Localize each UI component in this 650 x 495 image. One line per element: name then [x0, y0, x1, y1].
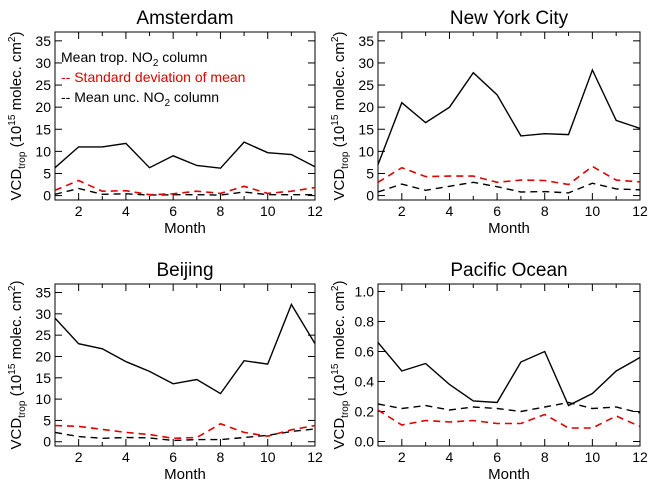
y-tick-label: 5 — [366, 165, 374, 181]
plot-frame — [54, 31, 316, 201]
y-axis-label: VCDtrop (1015 molec. cm2) — [330, 32, 351, 201]
chart-panel-2: New York City 2 4 6 8 10 12 0 5 10 15 20 25 30 35 Month… — [330, 8, 648, 237]
series-line-std-dev — [378, 165, 640, 186]
y-tick-label: 10 — [35, 143, 51, 159]
series-line-std-dev — [378, 409, 640, 429]
y-tick-label: 0.4 — [355, 374, 375, 390]
plot-frame — [377, 283, 641, 447]
y-axis-label: VCDtrop (1015 molec. cm2) — [7, 32, 28, 201]
x-tick-label: 6 — [493, 449, 501, 465]
y-tick-label: 20 — [35, 99, 51, 115]
legend-entry: -- Standard deviation of mean — [61, 69, 245, 85]
chart-title: Beijing — [156, 260, 213, 281]
chart-title: New York City — [450, 8, 569, 29]
legend-entry: Mean trop. NO2 column — [61, 49, 207, 69]
chart-panel-1: Amsterdam 2 4 6 8 10 12 0 5 10 15 20 25 30 35 Month VCDt… — [7, 8, 323, 237]
y-tick-label: 25 — [35, 77, 51, 93]
x-tick-label: 12 — [632, 203, 648, 219]
x-tick-label: 10 — [585, 203, 601, 219]
x-tick-label: 12 — [632, 449, 648, 465]
y-tick-label: 5 — [43, 165, 51, 181]
y-tick-label: 35 — [35, 33, 51, 49]
series-line-mean-trop — [55, 302, 315, 395]
legend: Mean trop. NO2 column-- Standard deviati… — [61, 49, 245, 109]
y-tick-label: 35 — [35, 285, 51, 301]
x-tick-label: 4 — [446, 449, 454, 465]
y-tick-label: 30 — [35, 55, 51, 71]
series-line-mean-unc — [55, 187, 315, 196]
chart-title: Amsterdam — [136, 8, 233, 29]
y-tick-label: 0.2 — [355, 404, 375, 420]
x-tick-label: 2 — [398, 449, 406, 465]
y-tick-label: 0 — [366, 188, 374, 204]
y-tick-label: 30 — [35, 306, 51, 322]
series-line-mean-unc — [378, 401, 640, 414]
y-tick-label: 35 — [358, 33, 374, 49]
y-tick-label: 0.8 — [355, 314, 375, 330]
x-tick-label: 2 — [75, 203, 83, 219]
x-tick-label: 8 — [541, 203, 549, 219]
y-tick-label: 0.6 — [355, 344, 375, 360]
y-tick-label: 15 — [35, 121, 51, 137]
x-tick-label: 4 — [122, 449, 130, 465]
x-axis-label: Month — [488, 466, 530, 483]
y-tick-label: 0 — [43, 188, 51, 204]
x-tick-label: 4 — [446, 203, 454, 219]
x-axis-label: Month — [488, 220, 530, 237]
x-tick-label: 6 — [169, 449, 177, 465]
y-tick-label: 30 — [358, 55, 374, 71]
y-tick-label: 10 — [358, 143, 374, 159]
chart-title: Pacific Ocean — [450, 260, 567, 281]
x-tick-label: 6 — [493, 203, 501, 219]
series-line-std-dev — [55, 422, 315, 440]
series-line-mean-unc — [55, 428, 315, 442]
y-tick-label: 15 — [35, 370, 51, 386]
y-tick-label: 1.0 — [355, 284, 375, 300]
plot-frame — [377, 31, 641, 201]
x-tick-label: 12 — [307, 449, 323, 465]
x-tick-label: 4 — [122, 203, 130, 219]
series-line-mean-trop — [378, 342, 640, 407]
y-tick-label: 25 — [35, 327, 51, 343]
series-line-mean-unc — [378, 181, 640, 194]
series-line-mean-trop — [55, 141, 315, 169]
x-tick-label: 8 — [541, 449, 549, 465]
y-tick-label: 0.0 — [355, 434, 375, 450]
y-tick-label: 25 — [358, 77, 374, 93]
x-tick-label: 10 — [260, 449, 276, 465]
x-tick-label: 8 — [217, 203, 225, 219]
x-tick-label: 10 — [260, 203, 276, 219]
x-tick-label: 10 — [585, 449, 601, 465]
x-tick-label: 12 — [307, 203, 323, 219]
chart-panel-4: Pacific Ocean 2 4 6 8 10 12 0.0 0.2 0.4 0.6 0.8 1.0 M… — [330, 260, 648, 483]
y-axis-label: VCDtrop (1015 molec. cm2) — [7, 281, 28, 450]
series-line-std-dev — [55, 179, 315, 196]
y-tick-label: 10 — [35, 391, 51, 407]
x-axis-label: Month — [164, 220, 206, 237]
y-tick-label: 20 — [358, 99, 374, 115]
chart-panel-3: Beijing 2 4 6 8 10 12 0 5 10 15 20 25 30 35 Month VCDtro… — [7, 260, 323, 483]
y-tick-label: 20 — [35, 348, 51, 364]
plot-frame — [54, 283, 316, 447]
x-tick-label: 6 — [169, 203, 177, 219]
x-tick-label: 2 — [75, 449, 83, 465]
x-axis-label: Month — [164, 466, 206, 483]
y-tick-label: 15 — [358, 121, 374, 137]
series-line-mean-trop — [378, 68, 640, 165]
y-tick-label: 0 — [43, 434, 51, 450]
x-tick-label: 8 — [217, 449, 225, 465]
x-tick-label: 2 — [398, 203, 406, 219]
y-tick-label: 5 — [43, 412, 51, 428]
legend-entry: -- Mean unc. NO2 column — [61, 89, 219, 109]
y-axis-label: VCDtrop (1015 molec. cm2) — [330, 281, 351, 450]
